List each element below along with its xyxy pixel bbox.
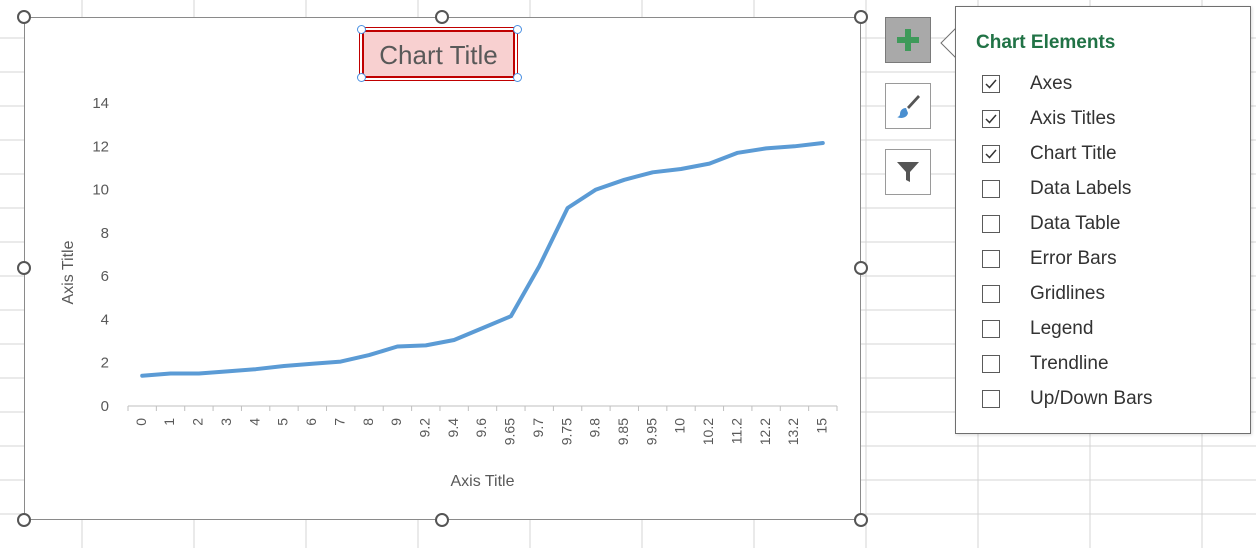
option-label: Up/Down Bars — [1030, 388, 1153, 409]
x-tick-label: 5 — [275, 418, 291, 426]
chart-resize-handle-top-left[interactable] — [17, 10, 31, 24]
x-tick-label: 2 — [190, 418, 206, 426]
checkbox[interactable] — [982, 390, 1000, 408]
option-label: Gridlines — [1030, 283, 1105, 304]
x-tick-label: 1 — [161, 418, 177, 426]
flyout-title: Chart Elements — [976, 32, 1116, 53]
checkbox[interactable] — [982, 250, 1000, 268]
x-tick-label: 13.2 — [785, 418, 801, 445]
plus-icon — [897, 29, 919, 51]
x-tick-label: 9.6 — [473, 418, 489, 438]
chart-element-option[interactable]: Axis Titles — [982, 104, 1242, 134]
checkbox[interactable] — [982, 145, 1000, 163]
x-tick-label: 3 — [218, 418, 234, 426]
y-axis-title[interactable]: Axis Title — [60, 240, 77, 304]
chart-element-option[interactable]: Data Table — [982, 209, 1242, 239]
checkmark-icon — [985, 114, 997, 124]
checkbox[interactable] — [982, 75, 1000, 93]
x-axis-title[interactable]: Axis Title — [450, 473, 514, 490]
option-label: Chart Title — [1030, 143, 1117, 164]
x-tick-label: 7 — [331, 418, 347, 426]
x-tick-label: 9.8 — [587, 418, 603, 438]
chart-element-option[interactable]: Error Bars — [982, 244, 1242, 274]
y-tick-label: 10 — [92, 182, 109, 199]
checkmark-icon — [985, 79, 997, 89]
y-tick-label: 14 — [92, 95, 109, 112]
checkbox[interactable] — [982, 215, 1000, 233]
chart-resize-handle-top-middle[interactable] — [435, 10, 449, 24]
chart-title[interactable]: Chart Title — [379, 40, 498, 70]
x-tick-label: 9.65 — [502, 418, 518, 445]
chart-resize-handle-middle-left[interactable] — [17, 261, 31, 275]
chart-elements-button[interactable] — [885, 17, 931, 63]
chart-element-option[interactable]: Data Labels — [982, 174, 1242, 204]
y-tick-label: 6 — [101, 268, 109, 285]
x-tick-label: 10 — [672, 418, 688, 434]
checkbox[interactable] — [982, 285, 1000, 303]
checkmark-icon — [985, 149, 997, 159]
flyout-pointer — [940, 28, 957, 58]
y-tick-label: 12 — [92, 138, 109, 155]
x-tick-label: 9.75 — [558, 418, 574, 445]
option-label: Axis Titles — [1030, 108, 1116, 129]
title-resize-handle[interactable] — [357, 73, 366, 82]
checkbox[interactable] — [982, 355, 1000, 373]
title-resize-handle[interactable] — [513, 25, 522, 34]
checkbox[interactable] — [982, 320, 1000, 338]
chart-element-option[interactable]: Trendline — [982, 349, 1242, 379]
chart-area[interactable]: 0 1 2 3 4 5 6 7 8 9 9.2 9.4 9.6 9.65 9.7 9.75 9.8 9.85 9.9… — [24, 17, 861, 520]
option-label: Data Table — [1030, 213, 1121, 234]
x-tick-label: 9.85 — [615, 418, 631, 445]
x-tick-label: 8 — [360, 418, 376, 426]
chart-styles-button[interactable] — [885, 83, 931, 129]
chart-elements-flyout: Chart Elements Axes Axis Titles Chart Titl… — [955, 6, 1251, 434]
x-tick-label: 12.2 — [757, 418, 773, 445]
x-tick-label: 9.95 — [643, 418, 659, 445]
chart-resize-handle-top-right[interactable] — [854, 10, 868, 24]
x-tick-label: 0 — [133, 418, 149, 426]
y-tick-label: 0 — [101, 398, 109, 415]
y-tick-label: 2 — [101, 355, 109, 372]
x-tick-label: 9.7 — [530, 418, 546, 438]
x-tick-label: 6 — [303, 418, 319, 426]
chart-resize-handle-bottom-left[interactable] — [17, 513, 31, 527]
chart-resize-handle-bottom-middle[interactable] — [435, 513, 449, 527]
chart-resize-handle-middle-right[interactable] — [854, 261, 868, 275]
x-tick-label: 9.4 — [445, 418, 461, 438]
chart-element-option[interactable]: Up/Down Bars — [982, 384, 1242, 414]
checkbox[interactable] — [982, 180, 1000, 198]
filter-icon — [897, 162, 919, 182]
option-label: Axes — [1030, 73, 1073, 94]
x-tick-label: 4 — [246, 418, 262, 426]
chart-resize-handle-bottom-right[interactable] — [854, 513, 868, 527]
title-resize-handle[interactable] — [513, 73, 522, 82]
x-tick-label: 11.2 — [728, 418, 744, 444]
chart-filters-button[interactable] — [885, 149, 931, 195]
chart-title-box[interactable]: Chart Title — [359, 27, 518, 81]
y-tick-label: 8 — [101, 225, 109, 242]
chart-element-option[interactable]: Chart Title — [982, 139, 1242, 169]
series-line[interactable] — [140, 141, 825, 378]
checkbox[interactable] — [982, 110, 1000, 128]
option-label: Trendline — [1030, 353, 1109, 374]
chart-element-option[interactable]: Axes — [982, 69, 1242, 99]
chart-element-option[interactable]: Legend — [982, 314, 1242, 344]
x-tick-label: 15 — [814, 418, 830, 434]
option-label: Data Labels — [1030, 178, 1132, 199]
y-tick-label: 4 — [101, 311, 109, 328]
title-resize-handle[interactable] — [357, 25, 366, 34]
x-tick-label: 9 — [388, 418, 404, 426]
chart-element-option[interactable]: Gridlines — [982, 279, 1242, 309]
plot-area: 0 1 2 3 4 5 6 7 8 9 9.2 9.4 9.6 9.65 9.7 9.75 9.8 9.85 9.9… — [60, 95, 838, 490]
option-label: Legend — [1030, 318, 1094, 339]
paintbrush-icon — [897, 95, 920, 118]
option-label: Error Bars — [1030, 248, 1117, 269]
x-tick-label: 10.2 — [700, 418, 716, 445]
x-tick-label: 9.2 — [416, 418, 432, 438]
